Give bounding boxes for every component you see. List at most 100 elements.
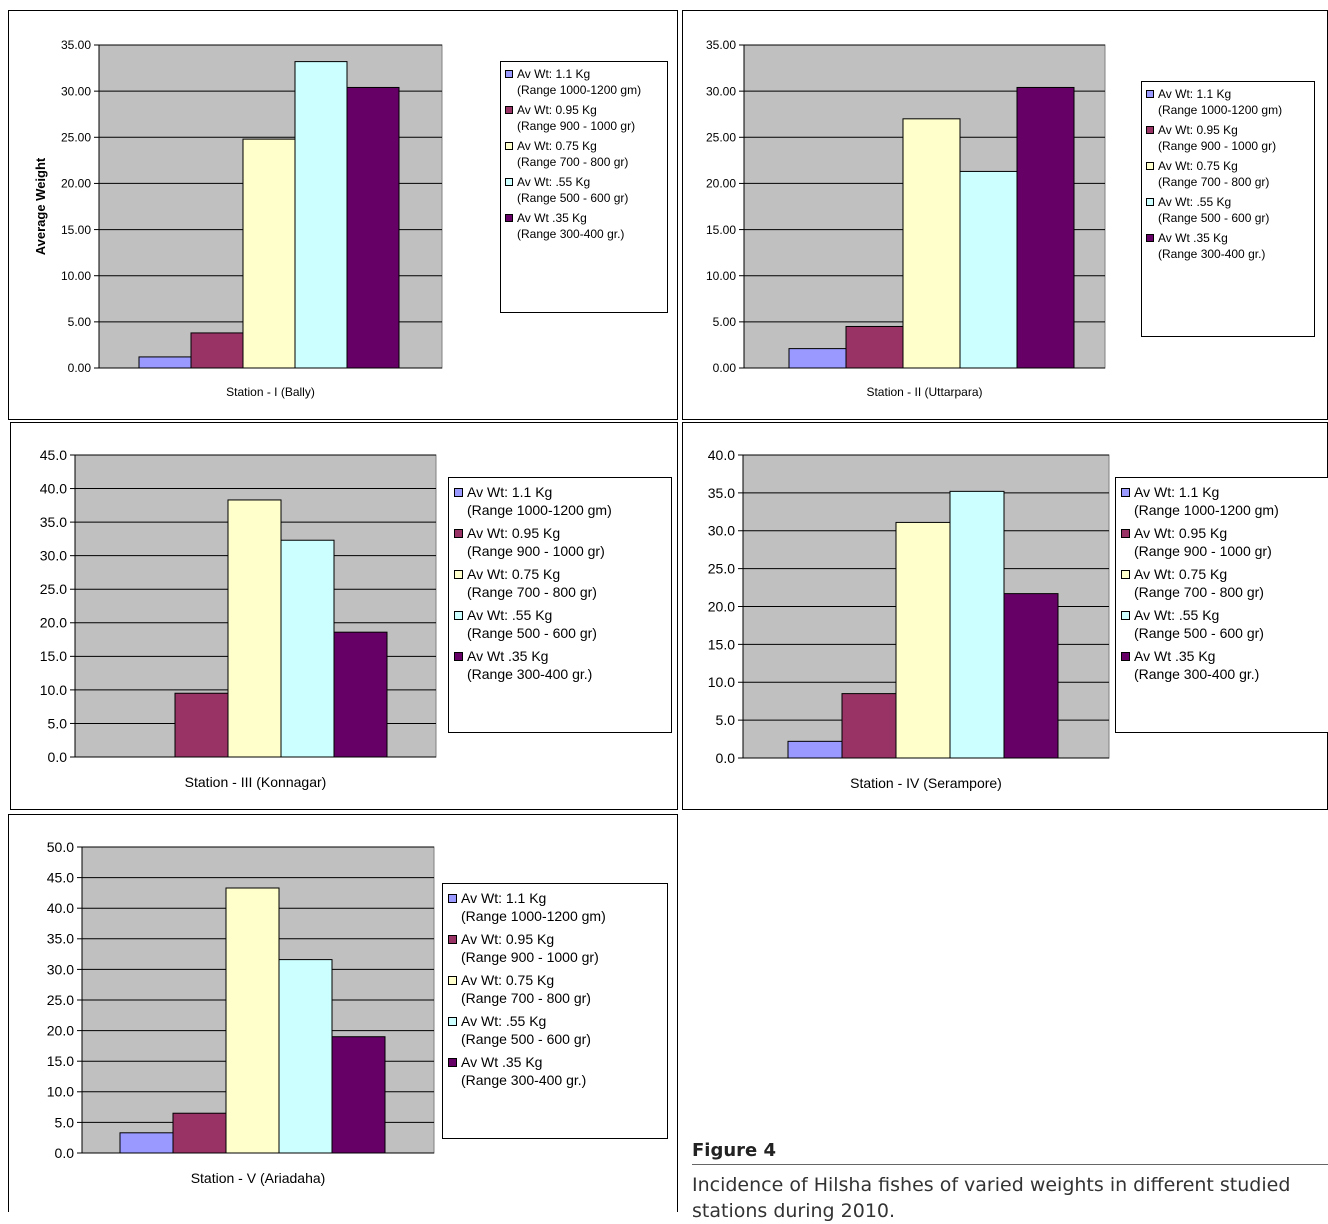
legend-label: Av Wt: .55 Kg (Range 500 - 600 gr) (1158, 195, 1270, 225)
bar (333, 631, 388, 758)
y-tick-label: 10.00 (61, 269, 91, 283)
bar (845, 325, 904, 369)
legend-label: Av Wt: 0.95 Kg (Range 900 - 1000 gr) (1134, 525, 1272, 559)
y-tick-label: 25.0 (40, 581, 67, 597)
y-tick-label: 35.00 (706, 38, 736, 52)
legend-swatch (454, 570, 463, 579)
legend-swatch (505, 178, 513, 186)
bar (1003, 593, 1059, 759)
bar (1016, 86, 1075, 369)
y-tick-label: 10.0 (708, 674, 735, 690)
y-tick-label: 50.0 (47, 839, 74, 855)
legend-swatch (1121, 652, 1130, 661)
y-tick-label: 20.00 (61, 177, 91, 191)
figure-title: Figure 4 (692, 1140, 777, 1161)
legend-item: Av Wt: .55 Kg (Range 500 - 600 gr) (1146, 194, 1310, 226)
y-tick-label: 25.00 (61, 130, 91, 144)
legend: Av Wt: 1.1 Kg (Range 1000-1200 gm) Av Wt… (1141, 81, 1315, 337)
legend-label: Av Wt: 0.75 Kg (Range 700 - 800 gr) (1134, 566, 1264, 600)
bar (278, 959, 333, 1154)
legend-label: Av Wt: 1.1 Kg (Range 1000-1200 gm) (517, 67, 642, 97)
y-tick-label: 30.0 (40, 548, 67, 564)
bar (174, 692, 229, 758)
bar (172, 1112, 227, 1154)
legend-item: Av Wt: 1.1 Kg (Range 1000-1200 gm) (1121, 483, 1324, 519)
legend-item: Av Wt: 0.95 Kg (Range 900 - 1000 gr) (505, 102, 663, 134)
legend-item: Av Wt: 1.1 Kg (Range 1000-1200 gm) (448, 889, 662, 925)
y-tick-label: 0.0 (48, 749, 68, 765)
legend-label: Av Wt: 0.95 Kg (Range 900 - 1000 gr) (467, 525, 605, 559)
bar (225, 887, 280, 1154)
y-tick-label: 35.0 (47, 931, 74, 947)
category-label: Station - I (Bally) (226, 385, 315, 399)
bar (902, 118, 961, 369)
legend-swatch (448, 935, 457, 944)
y-tick-label: 20.00 (706, 177, 736, 191)
legend-item: Av Wt .35 Kg (Range 300-400 gr.) (448, 1053, 662, 1089)
bar (242, 138, 296, 369)
bar (949, 490, 1005, 759)
legend-label: Av Wt: 0.75 Kg (Range 700 - 800 gr) (467, 566, 597, 600)
legend-label: Av Wt .35 Kg (Range 300-400 gr.) (517, 211, 625, 241)
legend-item: Av Wt: 0.75 Kg (Range 700 - 800 gr) (454, 565, 666, 601)
bar (959, 170, 1018, 369)
y-tick-label: 5.00 (68, 315, 92, 329)
legend-item: Av Wt: .55 Kg (Range 500 - 600 gr) (1121, 606, 1324, 642)
bar (346, 86, 400, 369)
bar (787, 740, 843, 759)
legend-item: Av Wt: 0.75 Kg (Range 700 - 800 gr) (505, 138, 663, 170)
legend-item: Av Wt: 0.75 Kg (Range 700 - 800 gr) (1121, 565, 1324, 601)
y-tick-label: 25.0 (708, 561, 735, 577)
bar (138, 356, 192, 369)
legend-item: Av Wt: .55 Kg (Range 500 - 600 gr) (454, 606, 666, 642)
legend-label: Av Wt: .55 Kg (Range 500 - 600 gr) (1134, 607, 1264, 641)
y-tick-label: 30.0 (708, 523, 735, 539)
y-tick-label: 30.00 (706, 84, 736, 98)
legend: Av Wt: 1.1 Kg (Range 1000-1200 gm) Av Wt… (442, 883, 668, 1139)
y-tick-label: 30.00 (61, 84, 91, 98)
legend-swatch (1121, 570, 1130, 579)
legend-swatch (454, 611, 463, 620)
y-tick-label: 0.0 (716, 750, 736, 766)
bar (227, 499, 282, 758)
category-label: Station - V (Ariadaha) (191, 1170, 326, 1186)
category-label: Station - IV (Serampore) (850, 775, 1002, 791)
legend-label: Av Wt: 0.75 Kg (Range 700 - 800 gr) (517, 139, 629, 169)
legend-swatch (1121, 529, 1130, 538)
legend-swatch (1121, 611, 1130, 620)
chart-panel-station-3: 0.0 5.0 10.0 15.0 20.0 25.0 30.0 35.0 40.0 45.0 St… (10, 422, 678, 810)
legend-label: Av Wt .35 Kg (Range 300-400 gr.) (461, 1054, 587, 1088)
legend-swatch (448, 894, 457, 903)
legend-swatch (1121, 488, 1130, 497)
legend-label: Av Wt: .55 Kg (Range 500 - 600 gr) (517, 175, 629, 205)
legend-swatch (505, 106, 513, 114)
bar (294, 61, 348, 369)
chart-svg: 0.00 5.00 10.00 15.00 20.00 25.00 30.00 35.00 St… (33, 38, 443, 399)
bar (280, 539, 335, 758)
legend-swatch (448, 976, 457, 985)
y-tick-label: 30.0 (47, 961, 74, 977)
legend-swatch (1146, 126, 1154, 134)
legend-item: Av Wt: .55 Kg (Range 500 - 600 gr) (505, 174, 663, 206)
legend-item: Av Wt .35 Kg (Range 300-400 gr.) (454, 647, 666, 683)
y-tick-label: 15.0 (47, 1053, 74, 1069)
chart-svg: 0.00 5.00 10.00 15.00 20.00 25.00 30.00 35.00 St… (706, 38, 1106, 399)
y-tick-label: 5.0 (55, 1114, 75, 1130)
y-tick-label: 45.0 (40, 447, 67, 463)
legend-swatch (448, 1058, 457, 1067)
y-axis-label: Average Weight (33, 157, 48, 255)
chart-svg: 0.0 5.0 10.0 15.0 20.0 25.0 30.0 35.0 40.0 45.0 50… (47, 839, 435, 1186)
legend-label: Av Wt .35 Kg (Range 300-400 gr.) (1134, 648, 1260, 682)
y-tick-label: 40.0 (708, 447, 735, 463)
bar (331, 1036, 386, 1154)
legend-swatch (1146, 198, 1154, 206)
y-tick-label: 0.00 (68, 361, 92, 375)
y-tick-label: 35.00 (61, 38, 91, 52)
legend-item: Av Wt: 0.95 Kg (Range 900 - 1000 gr) (454, 524, 666, 560)
chart-panel-station-2: 0.00 5.00 10.00 15.00 20.00 25.00 30.00 35.00 St… (682, 10, 1328, 420)
bar (895, 521, 951, 759)
legend-item: Av Wt: 0.75 Kg (Range 700 - 800 gr) (448, 971, 662, 1007)
y-tick-label: 20.0 (40, 615, 67, 631)
chart-panel-station-4: 0.0 5.0 10.0 15.0 20.0 25.0 30.0 35.0 40.0 Statio… (682, 422, 1328, 810)
legend-label: Av Wt: 0.95 Kg (Range 900 - 1000 gr) (461, 931, 599, 965)
